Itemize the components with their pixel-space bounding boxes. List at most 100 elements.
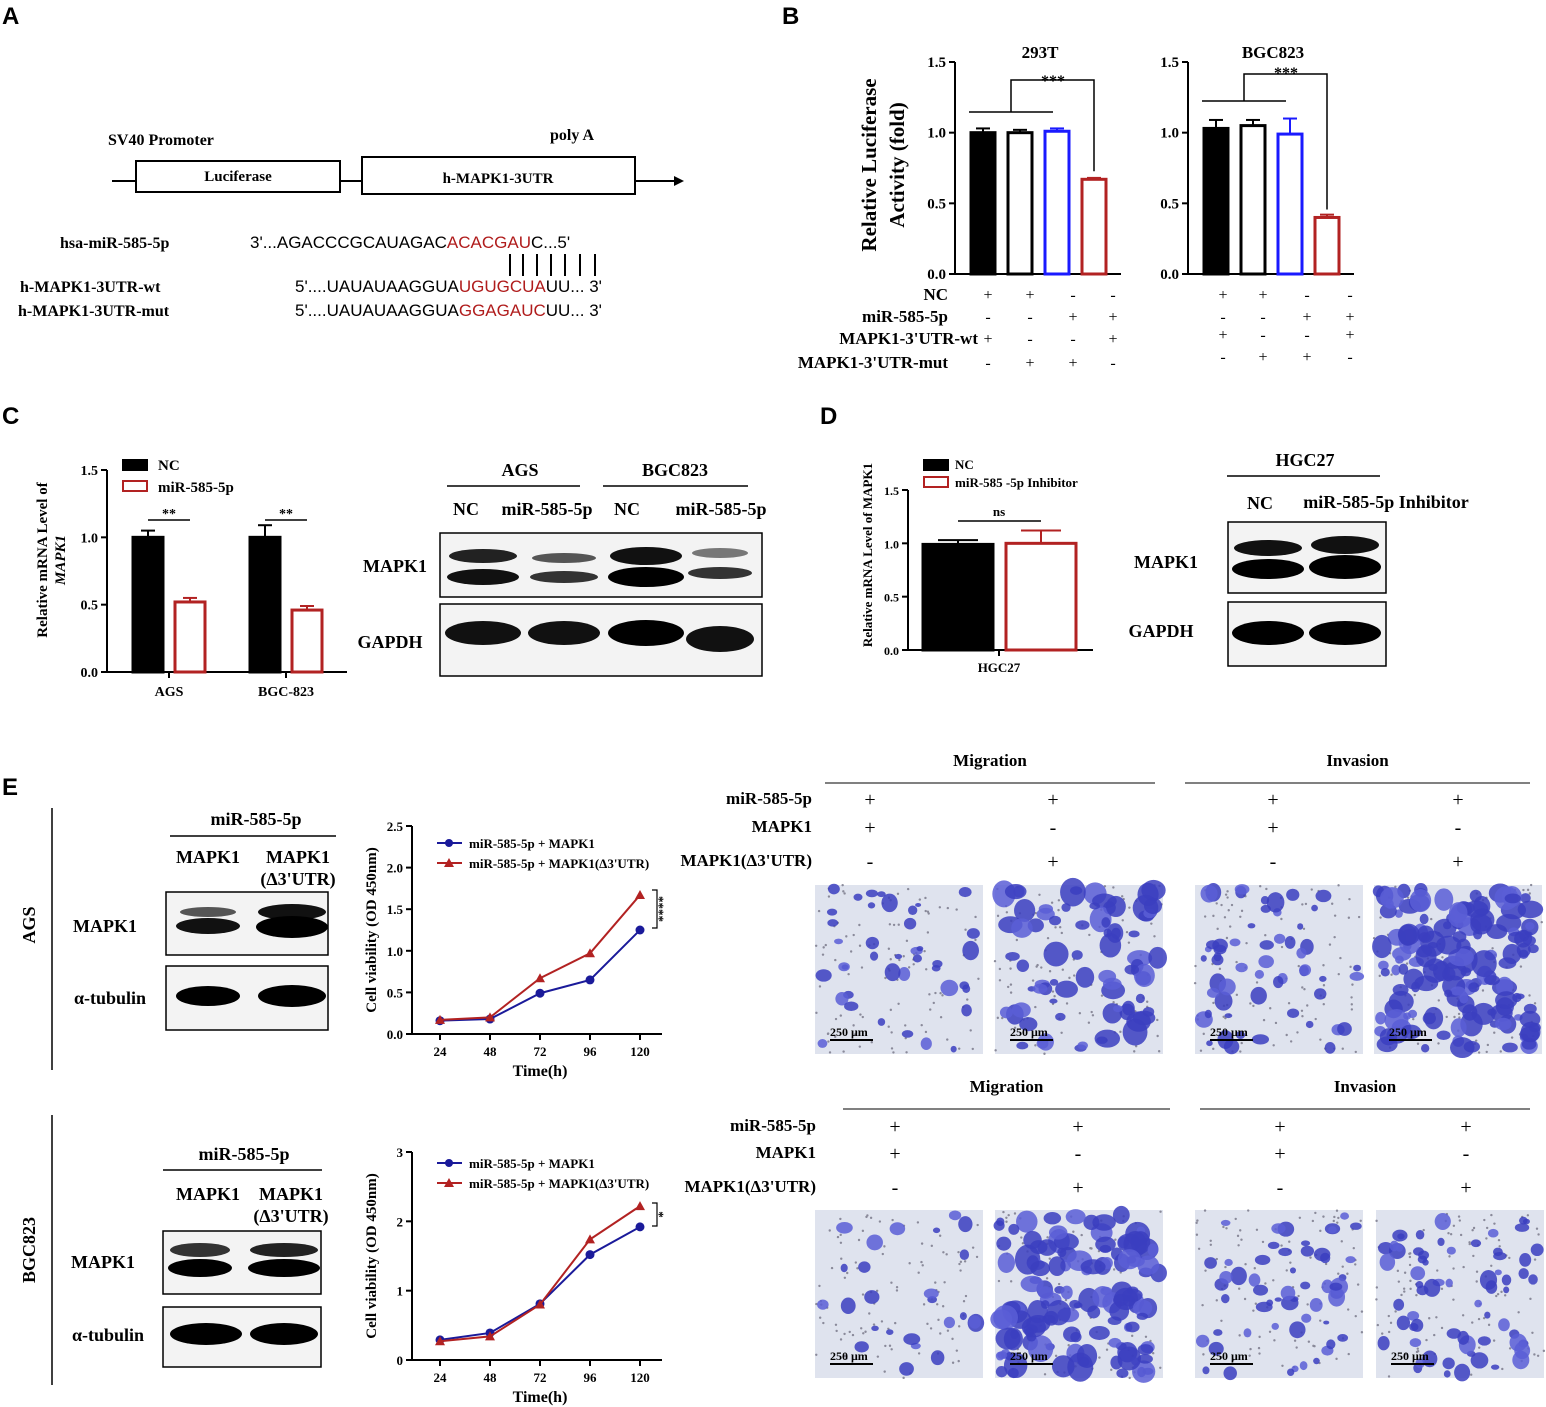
well-bgc-migration-1-cell	[932, 1227, 941, 1234]
well-ags-invasion-1-cell	[1297, 923, 1304, 930]
b-sign: +	[1302, 309, 1311, 326]
well-bgc-invasion-1-pore	[1225, 1227, 1228, 1230]
well-bgc-migration-2-pore	[1020, 1236, 1023, 1239]
well-ags-invasion-2-cell	[1400, 1024, 1422, 1040]
well-bgc-invasion-2-pore	[1387, 1314, 1390, 1318]
well-bgc-invasion-2-pore	[1477, 1317, 1481, 1321]
c-y-tick-label: 1.0	[81, 531, 99, 546]
well-ags-migration-1-pore	[843, 892, 846, 895]
well-bgc-invasion-2-pore	[1440, 1287, 1444, 1291]
well-ags-invasion-1-cell	[1259, 940, 1274, 950]
well-ags-invasion-1-pore	[1215, 902, 1218, 905]
well-ags-migration-1-cell	[915, 903, 922, 907]
assay-bottom-cond-sign: +	[1072, 1116, 1083, 1138]
well-bgc-invasion-1-cell	[1313, 1247, 1331, 1262]
well-ags-invasion-2-cell	[1527, 944, 1539, 954]
well-bgc-invasion-1-pore	[1237, 1287, 1241, 1290]
well-bgc-migration-2-pore	[1002, 1210, 1005, 1214]
blot-c-group-ags: AGS	[501, 460, 538, 480]
well-bgc-invasion-1-cell	[1224, 1258, 1233, 1267]
well-bgc-invasion-2-cell	[1446, 1246, 1456, 1255]
b-bgc823-y-tick-label: 0.0	[1160, 267, 1179, 283]
well-ags-invasion-2-pore	[1499, 1050, 1502, 1053]
well-bgc-migration-1-cell	[959, 1312, 967, 1321]
well-bgc-migration-1-pore	[908, 1262, 911, 1265]
well-ags-invasion-2-pore	[1406, 896, 1410, 899]
well-ags-migration-2-cell	[1071, 950, 1083, 960]
well-bgc-invasion-1-pore	[1346, 1272, 1349, 1275]
well-ags-invasion-1-cell	[1250, 986, 1267, 1005]
well-ags-migration-1-cell	[940, 979, 959, 997]
well-bgc-invasion-1-cell	[1219, 1270, 1233, 1284]
well-bgc-invasion-1-pore	[1319, 1229, 1322, 1233]
well-bgc-migration-2-cell	[1005, 1351, 1014, 1361]
well-bgc-invasion-2-cell	[1454, 1363, 1471, 1382]
e2-x-tick-label: 24	[434, 1370, 448, 1385]
well-ags-migration-2-pore	[1120, 895, 1124, 898]
well-bgc-invasion-1-pore	[1247, 1209, 1250, 1212]
well-bgc-invasion-1-cell	[1280, 1285, 1296, 1301]
well-ags-migration-1-pore	[912, 963, 915, 966]
well-bgc-invasion-2-cell	[1377, 1336, 1390, 1351]
c-bar	[173, 600, 207, 674]
well-ags-invasion-1-pore	[1339, 956, 1342, 960]
well-ags-migration-2-pore	[1057, 899, 1061, 902]
well-ags-migration-1-cell	[881, 893, 898, 913]
blot-d-row-gapdh: GAPDH	[1129, 621, 1194, 641]
well-bgc-invasion-1-pore	[1322, 1215, 1325, 1218]
well-ags-invasion-1-pore	[1224, 893, 1228, 896]
well-ags-invasion-2-cell	[1504, 893, 1521, 904]
well-bgc-invasion-1-pore	[1359, 1219, 1362, 1222]
well-ags-migration-1-pore	[905, 1051, 908, 1054]
well-bgc-invasion-1-pore	[1340, 1240, 1343, 1243]
well-ags-invasion-2-cell	[1484, 975, 1500, 986]
b-sign: +	[1025, 355, 1034, 372]
well-ags-migration-1-pore	[845, 935, 848, 938]
well-bgc-migration-2-pore	[1045, 1277, 1049, 1280]
well-bgc-migration-1-pore	[835, 1329, 838, 1333]
well-ags-migration-2-cell	[1141, 879, 1166, 901]
well-ags-invasion-2-pore	[1457, 1012, 1461, 1016]
well-ags-migration-2-cell	[1036, 1038, 1049, 1049]
row-label-ags: AGS	[19, 906, 39, 943]
well-bgc-migration-1-cell	[836, 1221, 853, 1234]
well-bgc-invasion-2-cell	[1407, 1310, 1420, 1321]
well-ags-migration-1-cell	[826, 908, 838, 916]
b-bgc823-y-tick-label: 1.5	[1160, 55, 1179, 71]
well-ags-migration-2-pore	[1061, 968, 1065, 971]
utr-label: h-MAPK1-3UTR	[443, 171, 554, 187]
well-bgc-migration-2-pore	[1130, 1334, 1134, 1338]
well-ags-invasion-1-pore	[1314, 1017, 1317, 1021]
well-bgc-migration-1-pore	[922, 1303, 926, 1306]
b-sign: +	[1258, 287, 1267, 304]
well-ags-invasion-2-pore	[1394, 885, 1397, 889]
well-bgc-migration-2-cell	[1063, 1326, 1081, 1342]
well-ags-invasion-1-pore	[1228, 925, 1232, 928]
e1-y-tick-label: 2.5	[387, 819, 404, 834]
blot-e2-lane-2: MAPK1	[259, 1184, 323, 1204]
well-bgc-migration-2-cell	[1046, 1299, 1071, 1326]
well-bgc-invasion-1-pore	[1196, 1219, 1199, 1222]
well-bgc-invasion-1-pore	[1307, 1340, 1311, 1343]
well-bgc-invasion-1-cell	[1243, 1328, 1252, 1338]
b-293t-y-tick-label: 0.0	[927, 267, 946, 283]
well-bgc-migration-2-cell	[1069, 1299, 1081, 1309]
well-ags-migration-2-pore	[996, 1016, 1000, 1020]
well-bgc-migration-2-pore	[1013, 1212, 1017, 1215]
well-bgc-migration-2-cell	[1026, 1255, 1040, 1271]
well-bgc-invasion-2-pore	[1475, 1270, 1479, 1273]
b-sign: -	[1220, 309, 1225, 326]
well-ags-invasion-1-pore	[1347, 916, 1351, 919]
well-ags-invasion-2-pore	[1453, 1015, 1456, 1019]
well-bgc-invasion-1-pore	[1243, 1297, 1247, 1301]
e1-y-tick-label: 1.0	[387, 944, 403, 959]
well-bgc-invasion-1-pore	[1356, 1283, 1360, 1286]
d-y-tick-label: 1.0	[884, 537, 899, 551]
well-ags-migration-1-cell	[877, 891, 886, 898]
well-bgc-migration-2-cell	[1026, 1332, 1037, 1342]
well-ags-invasion-2-cell	[1424, 1006, 1444, 1030]
well-ags-invasion-1-pore	[1333, 914, 1337, 917]
well-ags-migration-2-pore	[1146, 1000, 1149, 1003]
well-bgc-invasion-2-pore	[1501, 1367, 1504, 1371]
well-bgc-migration-2-cell	[1010, 1329, 1019, 1339]
